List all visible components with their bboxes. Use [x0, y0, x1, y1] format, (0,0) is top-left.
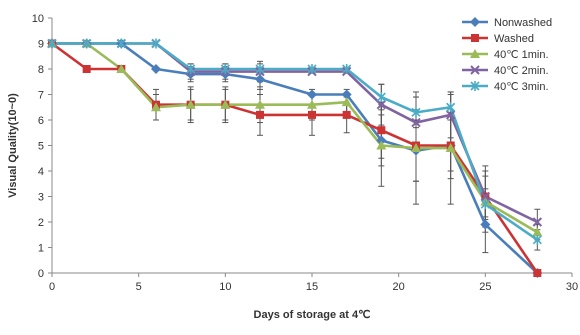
y-tick-label: 7 [38, 90, 44, 102]
data-point-star [151, 38, 161, 49]
x-tick-label: 15 [306, 281, 318, 293]
data-point-triangle [445, 143, 456, 153]
data-point-triangle [151, 102, 161, 112]
y-axis-title: Visual Quality(10~0) [7, 93, 19, 198]
data-point-x [411, 117, 421, 128]
data-point-star [480, 199, 490, 210]
data-point-x [480, 191, 491, 202]
data-point-square [308, 110, 316, 119]
legend-label: 40℃ 3min. [494, 81, 549, 93]
data-point-star [307, 64, 317, 74]
data-point-diamond [376, 135, 387, 146]
data-point-star [470, 81, 480, 91]
data-point-star [186, 64, 196, 74]
legend-label: 40℃ 1min. [494, 49, 549, 61]
data-point-square [256, 110, 264, 119]
data-point-square [342, 110, 351, 119]
series-line-5 [52, 42, 539, 241]
series-line-1 [52, 42, 539, 274]
y-tick-label: 0 [38, 268, 44, 280]
y-tick-label: 4 [38, 166, 44, 178]
data-point-star [376, 92, 386, 103]
series-markers [47, 38, 543, 278]
x-tick-label: 10 [219, 281, 231, 293]
data-point-triangle [307, 99, 317, 109]
data-point-triangle [255, 99, 265, 109]
data-point-diamond [255, 74, 265, 85]
x-tick-label: 5 [136, 281, 142, 293]
axes: 0 1 2 3 4 5 6 7 8 9 10 0 5 10 15 20 25 30 [32, 13, 578, 293]
data-point-diamond [151, 64, 161, 74]
data-point-square [82, 65, 91, 73]
series-line-2 [51, 42, 539, 274]
legend-label: Washed [494, 33, 534, 45]
data-point-star [47, 38, 57, 49]
data-point-star [532, 234, 542, 245]
data-point-star [220, 64, 230, 74]
data-point-square [471, 34, 479, 42]
data-point-star [255, 64, 265, 74]
data-point-diamond [480, 219, 491, 230]
data-point-star [82, 38, 92, 49]
data-point-diamond [307, 89, 317, 100]
y-tick-label: 3 [38, 192, 44, 204]
data-point-triangle [116, 64, 127, 73]
y-tick-label: 9 [38, 39, 44, 51]
x-tick-label: 20 [393, 281, 405, 293]
data-point-triangle [411, 143, 421, 153]
data-point-triangle [220, 99, 231, 109]
y-tick-label: 6 [38, 115, 44, 127]
data-point-triangle [470, 49, 480, 58]
data-point-star [446, 102, 456, 113]
x-tick-label: 30 [566, 281, 578, 293]
data-point-star [411, 107, 421, 118]
data-point-x [532, 217, 543, 227]
data-point-x [376, 99, 387, 110]
y-tick-label: 10 [32, 13, 44, 25]
series-lines [51, 42, 539, 274]
series-line-3 [52, 42, 538, 234]
data-point-star [342, 64, 352, 74]
data-point-x [470, 65, 480, 75]
data-point-square [377, 126, 386, 135]
data-point-triangle [185, 99, 196, 109]
y-tick-label: 1 [38, 243, 44, 255]
y-tick-label: 8 [38, 64, 44, 76]
legend-label: 40℃ 2min. [494, 65, 549, 77]
data-point-triangle [341, 97, 352, 107]
legend: Nonwashed Washed 40℃ 1min. 40℃ 2min. 40℃ 3mi… [462, 17, 552, 93]
x-tick-label: 0 [49, 281, 55, 293]
data-point-triangle [532, 227, 543, 237]
y-tick-label: 5 [38, 141, 44, 153]
data-point-square [533, 269, 542, 277]
legend-label: Nonwashed [494, 17, 552, 29]
data-point-star [116, 38, 126, 49]
data-point-triangle [376, 140, 387, 150]
data-point-diamond [341, 89, 352, 100]
x-tick-label: 25 [479, 281, 491, 293]
data-point-x [445, 110, 456, 120]
x-axis-title: Days of storage at 4℃ [254, 309, 371, 321]
y-tick-label: 2 [38, 217, 44, 229]
data-point-diamond [470, 17, 480, 27]
